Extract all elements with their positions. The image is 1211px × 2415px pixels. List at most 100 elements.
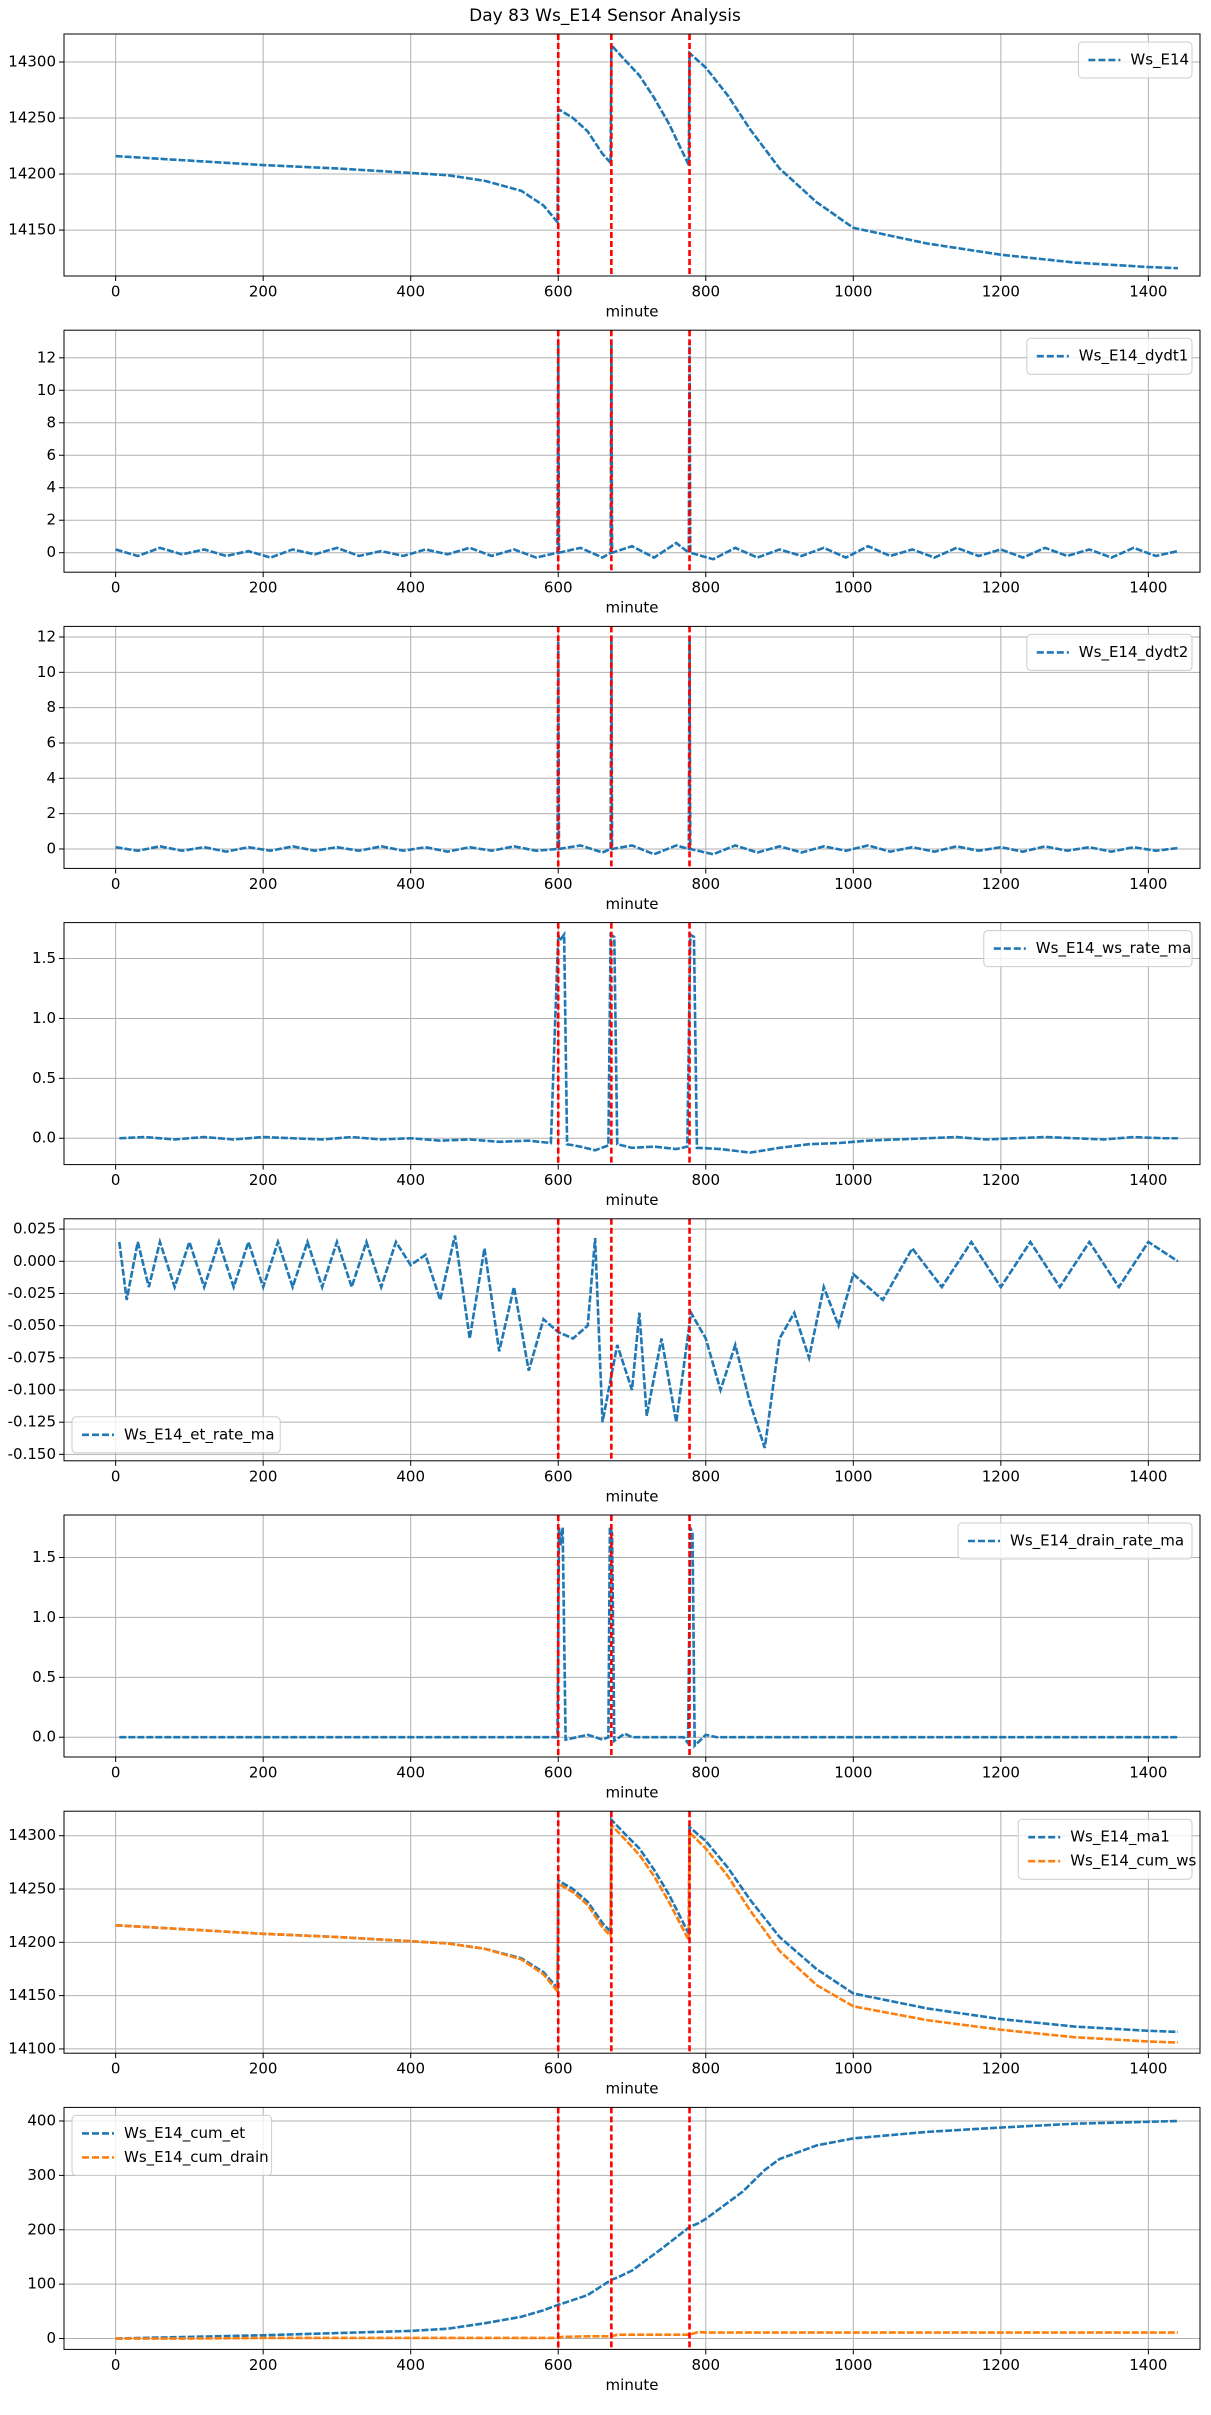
y-tick-label: -0.050 <box>8 1316 56 1334</box>
axes-frame <box>63 2106 1201 2350</box>
legend-box <box>71 1416 281 1454</box>
x-tick-label: 0 <box>111 1467 121 1485</box>
subplot: 0 200 400 600 800 1000 1200 1400 0.0 0.5 1.0 1.5 min… <box>32 1514 1201 1802</box>
x-tick-label: 1000 <box>834 1171 872 1189</box>
legend-box <box>1026 633 1193 671</box>
figure-title: Day 83 Ws_E14 Sensor Analysis <box>469 6 741 26</box>
x-tick-label: 0 <box>111 2356 121 2374</box>
y-tick-label: 14150 <box>8 221 56 239</box>
legend-box <box>1017 1818 1193 1880</box>
legend: Ws_E14_cum_et Ws_E14_cum_drain <box>71 2114 273 2176</box>
x-tick-label: 800 <box>691 1171 720 1189</box>
y-tick-label: 8 <box>46 698 56 716</box>
legend-label: Ws_E14_et_rate_ma <box>124 1425 275 1444</box>
x-tick-label: 800 <box>691 579 720 597</box>
x-tick-label: 1200 <box>982 1467 1020 1485</box>
x-tick-label: 1200 <box>982 2060 1020 2078</box>
x-tick-label: 1200 <box>982 1764 1020 1782</box>
x-tick-label: 1400 <box>1129 283 1167 301</box>
x-tick-label: 600 <box>544 283 573 301</box>
x-tick-label: 0 <box>111 875 121 893</box>
x-tick-label: 400 <box>396 2060 425 2078</box>
y-tick-label: 200 <box>27 2220 56 2238</box>
series-line <box>115 2119 1178 2340</box>
legend-box <box>1026 337 1193 375</box>
y-tick-label: -0.100 <box>8 1381 56 1399</box>
x-tick-label: 600 <box>544 1467 573 1485</box>
y-tick-label: 14200 <box>8 1933 56 1951</box>
x-tick-label: 1200 <box>982 579 1020 597</box>
series-line <box>115 1821 1178 2044</box>
y-tick-label: 14300 <box>8 53 56 71</box>
axes-frame <box>63 33 1201 277</box>
y-tick-label: 0.000 <box>13 1252 56 1270</box>
plot-area <box>119 1515 1178 1757</box>
y-tick-label: 12 <box>37 627 56 645</box>
x-axis-label: minute <box>606 2080 659 2098</box>
y-tick-label: 0.5 <box>32 1668 56 1686</box>
y-tick-label: 4 <box>46 769 56 787</box>
y-tick-label: 14250 <box>8 109 56 127</box>
y-tick-label: 14300 <box>8 1826 56 1844</box>
x-tick-label: 1000 <box>834 2356 872 2374</box>
series-line <box>115 41 1178 270</box>
plot-area <box>115 1811 1178 2054</box>
subplot: 0 200 400 600 800 1000 1200 1400 14100 14150 14200… <box>8 1810 1201 2098</box>
x-tick-label: 200 <box>249 875 278 893</box>
x-tick-label: 0 <box>111 579 121 597</box>
x-tick-label: 800 <box>691 2356 720 2374</box>
x-tick-label: 800 <box>691 2060 720 2078</box>
x-tick-label: 600 <box>544 875 573 893</box>
x-tick-label: 400 <box>396 1764 425 1782</box>
legend: Ws_E14_et_rate_ma <box>71 1416 281 1454</box>
y-tick-label: 0 <box>46 543 56 561</box>
plot-area <box>115 330 1179 573</box>
x-tick-label: 1000 <box>834 875 872 893</box>
y-tick-label: 1.5 <box>32 949 56 967</box>
y-tick-label: 14200 <box>8 165 56 183</box>
x-tick-label: 600 <box>544 1171 573 1189</box>
y-tick-label: -0.075 <box>8 1348 56 1366</box>
legend: Ws_E14_ws_rate_ma <box>983 930 1193 968</box>
y-tick-label: 0.025 <box>13 1220 56 1238</box>
x-axis-label: minute <box>606 895 659 913</box>
y-tick-label: 0.0 <box>32 1129 56 1147</box>
series-line <box>115 636 1179 856</box>
legend-label: Ws_E14_ma1 <box>1070 1828 1170 1847</box>
y-tick-label: 0 <box>46 839 56 857</box>
y-tick-label: 0 <box>46 2329 56 2347</box>
subplot: 0 200 400 600 800 1000 1200 1400 0.025 0.000 -0.02… <box>8 1218 1201 1505</box>
plot-area <box>115 34 1178 276</box>
axes-frame <box>63 1218 1201 1462</box>
y-tick-label: 8 <box>46 413 56 431</box>
x-tick-label: 1000 <box>834 579 872 597</box>
y-tick-label: 6 <box>46 446 56 464</box>
y-tick-label: -0.125 <box>8 1413 56 1431</box>
y-tick-label: 14150 <box>8 1986 56 2004</box>
x-tick-label: 1400 <box>1129 1764 1167 1782</box>
x-tick-label: 400 <box>396 579 425 597</box>
legend-box <box>71 2114 273 2176</box>
x-tick-label: 1000 <box>834 283 872 301</box>
plot-area <box>118 1218 1179 1461</box>
x-tick-label: 1400 <box>1129 2060 1167 2078</box>
axes-frame <box>63 625 1201 869</box>
legend-label: Ws_E14_drain_rate_ma <box>1010 1532 1184 1551</box>
plot-area <box>115 2107 1178 2350</box>
y-tick-label: -0.025 <box>8 1284 56 1302</box>
legend-box <box>1077 41 1193 79</box>
x-tick-label: 0 <box>111 1171 121 1189</box>
x-tick-label: 600 <box>544 1764 573 1782</box>
y-tick-label: 12 <box>37 348 56 366</box>
y-tick-label: -0.150 <box>8 1445 56 1463</box>
legend-label: Ws_E14_cum_drain <box>124 2148 269 2167</box>
x-tick-label: 800 <box>691 1764 720 1782</box>
axes-frame <box>63 1514 1201 1758</box>
x-tick-label: 0 <box>111 283 121 301</box>
x-tick-label: 1400 <box>1129 2356 1167 2374</box>
axes-frame <box>63 1810 1201 2054</box>
y-tick-label: 10 <box>37 663 56 681</box>
x-tick-label: 0 <box>111 1764 121 1782</box>
y-tick-label: 100 <box>27 2275 56 2293</box>
